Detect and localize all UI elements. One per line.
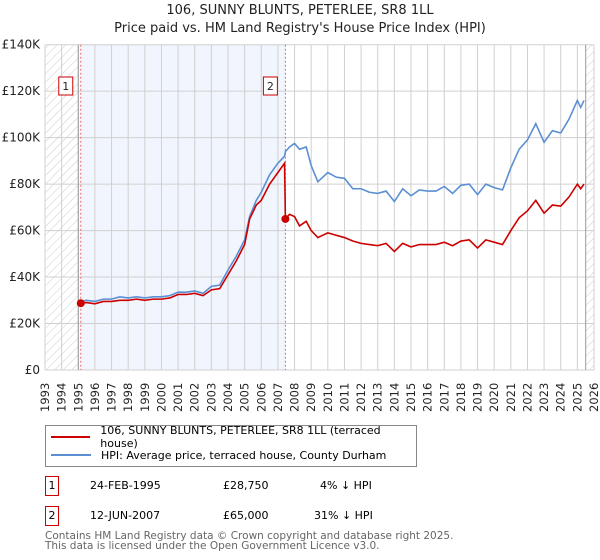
y-tick-label: £60K — [9, 224, 41, 238]
sale-label: 2 — [267, 80, 274, 93]
x-tick-label: 2003 — [204, 383, 218, 412]
x-tick-label: 2010 — [321, 383, 335, 412]
x-tick-label: 2018 — [454, 383, 468, 412]
transaction-marker: 1 — [45, 476, 59, 496]
x-tick-label: 2016 — [421, 383, 435, 412]
transaction-hpi: 31% ↓ HPI — [314, 509, 373, 522]
x-tick-label: 2022 — [520, 383, 534, 412]
footer-licence: This data is licensed under the Open Gov… — [45, 540, 380, 552]
footer-copyright: Contains HM Land Registry data © Crown c… — [45, 530, 454, 542]
hpi-series-line — [80, 98, 585, 303]
x-tick-label: 1996 — [88, 383, 102, 412]
legend-item-hpi: HPI: Average price, terraced house, Coun… — [51, 447, 386, 463]
sale-label: 1 — [62, 80, 69, 93]
footer: Contains HM Land Registry data © Crown c… — [45, 530, 454, 552]
price-chart: 1993 1994 1995 1996 1997 1998 1999 2000 2001 2002… — [2, 38, 600, 412]
x-tick-label: 2009 — [304, 383, 318, 412]
x-tick-label: 2021 — [504, 383, 518, 412]
x-tick-label: 2000 — [154, 383, 168, 412]
y-tick-label: £40K — [9, 270, 41, 284]
x-tick-label: 2007 — [271, 383, 285, 412]
y-tick-label: £80K — [9, 177, 41, 191]
y-tick-label: £120K — [2, 84, 42, 98]
x-tick-label: 2026 — [587, 383, 600, 412]
x-tick-label: 2023 — [537, 383, 551, 412]
property-series-line — [80, 160, 585, 305]
chart-subtitle: Price paid vs. HM Land Registry's House … — [114, 21, 486, 36]
sale-label-box — [262, 76, 278, 96]
x-tick-label: 2017 — [437, 383, 451, 412]
y-tick-label: £100K — [2, 131, 42, 145]
x-tick-label: 2001 — [171, 383, 185, 412]
x-tick-label: 2002 — [188, 383, 202, 412]
transaction-hpi: 4% ↓ HPI — [320, 479, 372, 492]
sale-point — [76, 299, 85, 308]
x-tick-label: 1993 — [38, 383, 52, 412]
y-tick-label: £20K — [9, 317, 41, 331]
sale-label-box — [58, 76, 74, 96]
x-tick-label: 2015 — [404, 383, 418, 412]
x-tick-label: 2013 — [371, 383, 385, 412]
transaction-price: £28,750 — [223, 479, 269, 492]
x-tick-label: 1997 — [105, 383, 119, 412]
chart-title: 106, SUNNY BLUNTS, PETERLEE, SR8 1LL — [166, 3, 434, 18]
x-tick-label: 2024 — [554, 383, 568, 412]
y-tick-label: £0 — [25, 363, 40, 377]
transaction-date: 24-FEB-1995 — [90, 479, 161, 492]
transaction-date: 12-JUN-2007 — [90, 509, 161, 522]
sale-point — [281, 214, 290, 223]
x-tick-label: 2004 — [221, 383, 235, 412]
hatched-region-right — [585, 44, 594, 370]
x-tick-label: 1995 — [71, 383, 85, 412]
transaction-marker: 2 — [45, 506, 59, 526]
x-tick-label: 2014 — [387, 383, 401, 412]
x-tick-label: 2012 — [354, 383, 368, 412]
x-tick-label: 2020 — [487, 383, 501, 412]
x-tick-label: 2025 — [570, 383, 584, 412]
y-tick-label: £140K — [2, 38, 42, 52]
x-tick-label: 2006 — [254, 383, 268, 412]
shaded-ownership-period — [80, 44, 286, 370]
x-tick-label: 2019 — [471, 383, 485, 412]
x-tick-label: 2011 — [337, 383, 351, 412]
transaction-price: £65,000 — [223, 509, 269, 522]
legend: 106, SUNNY BLUNTS, PETERLEE, SR8 1LL (te… — [45, 424, 417, 467]
x-tick-label: 2008 — [288, 383, 302, 412]
x-tick-label: 1999 — [138, 383, 152, 412]
x-tick-label: 2005 — [238, 383, 252, 412]
legend-label: 106, SUNNY BLUNTS, PETERLEE, SR8 1LL (te… — [100, 424, 381, 450]
x-tick-label: 1998 — [121, 383, 135, 412]
x-tick-label: 1994 — [55, 383, 69, 412]
legend-item-property: 106, SUNNY BLUNTS, PETERLEE, SR8 1LL (te… — [51, 424, 416, 450]
legend-swatch — [51, 436, 91, 438]
legend-label: HPI: Average price, terraced house, Coun… — [101, 448, 387, 462]
legend-swatch — [51, 454, 91, 456]
